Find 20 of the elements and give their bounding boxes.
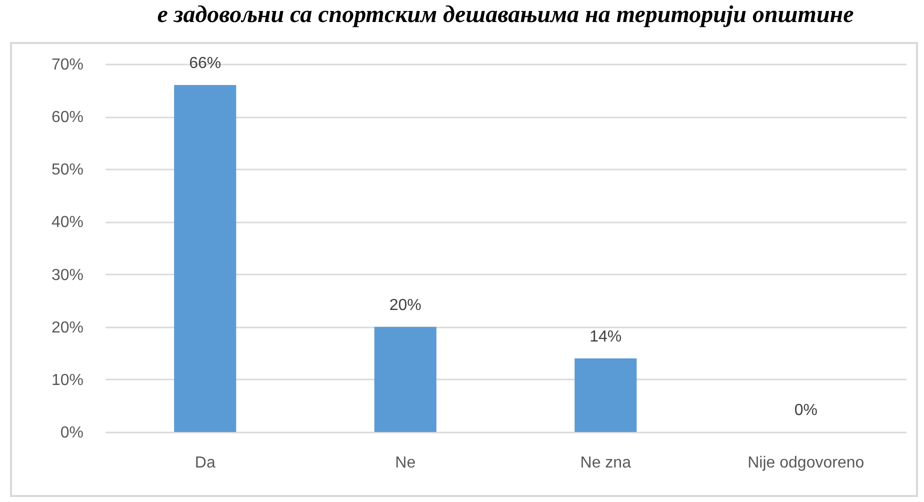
data-label: 0%	[794, 402, 818, 419]
data-label: 66%	[189, 55, 222, 72]
y-tick-label: 0%	[60, 424, 84, 442]
y-tick-label: 40%	[51, 214, 84, 232]
chart-title: е задовољни са спортским дешавањима на територији општине	[157, 2, 854, 28]
x-tick-label: Da	[194, 454, 216, 472]
y-tick-label: 10%	[51, 372, 84, 389]
bar	[174, 85, 236, 432]
y-tick-label: 20%	[51, 319, 84, 336]
x-tick-label: Ne zna	[580, 454, 632, 472]
y-tick-label: 50%	[51, 162, 84, 179]
data-label: 20%	[389, 296, 422, 314]
x-tick-label: Ne	[395, 454, 416, 472]
y-tick-label: 60%	[51, 109, 84, 126]
bar	[374, 326, 436, 432]
bar	[574, 358, 637, 432]
data-label: 14%	[590, 328, 622, 346]
x-tick-label: Nije odgovoreno	[748, 454, 864, 472]
y-tick-label: 70%	[51, 56, 84, 74]
y-tick-label: 30%	[51, 266, 84, 284]
